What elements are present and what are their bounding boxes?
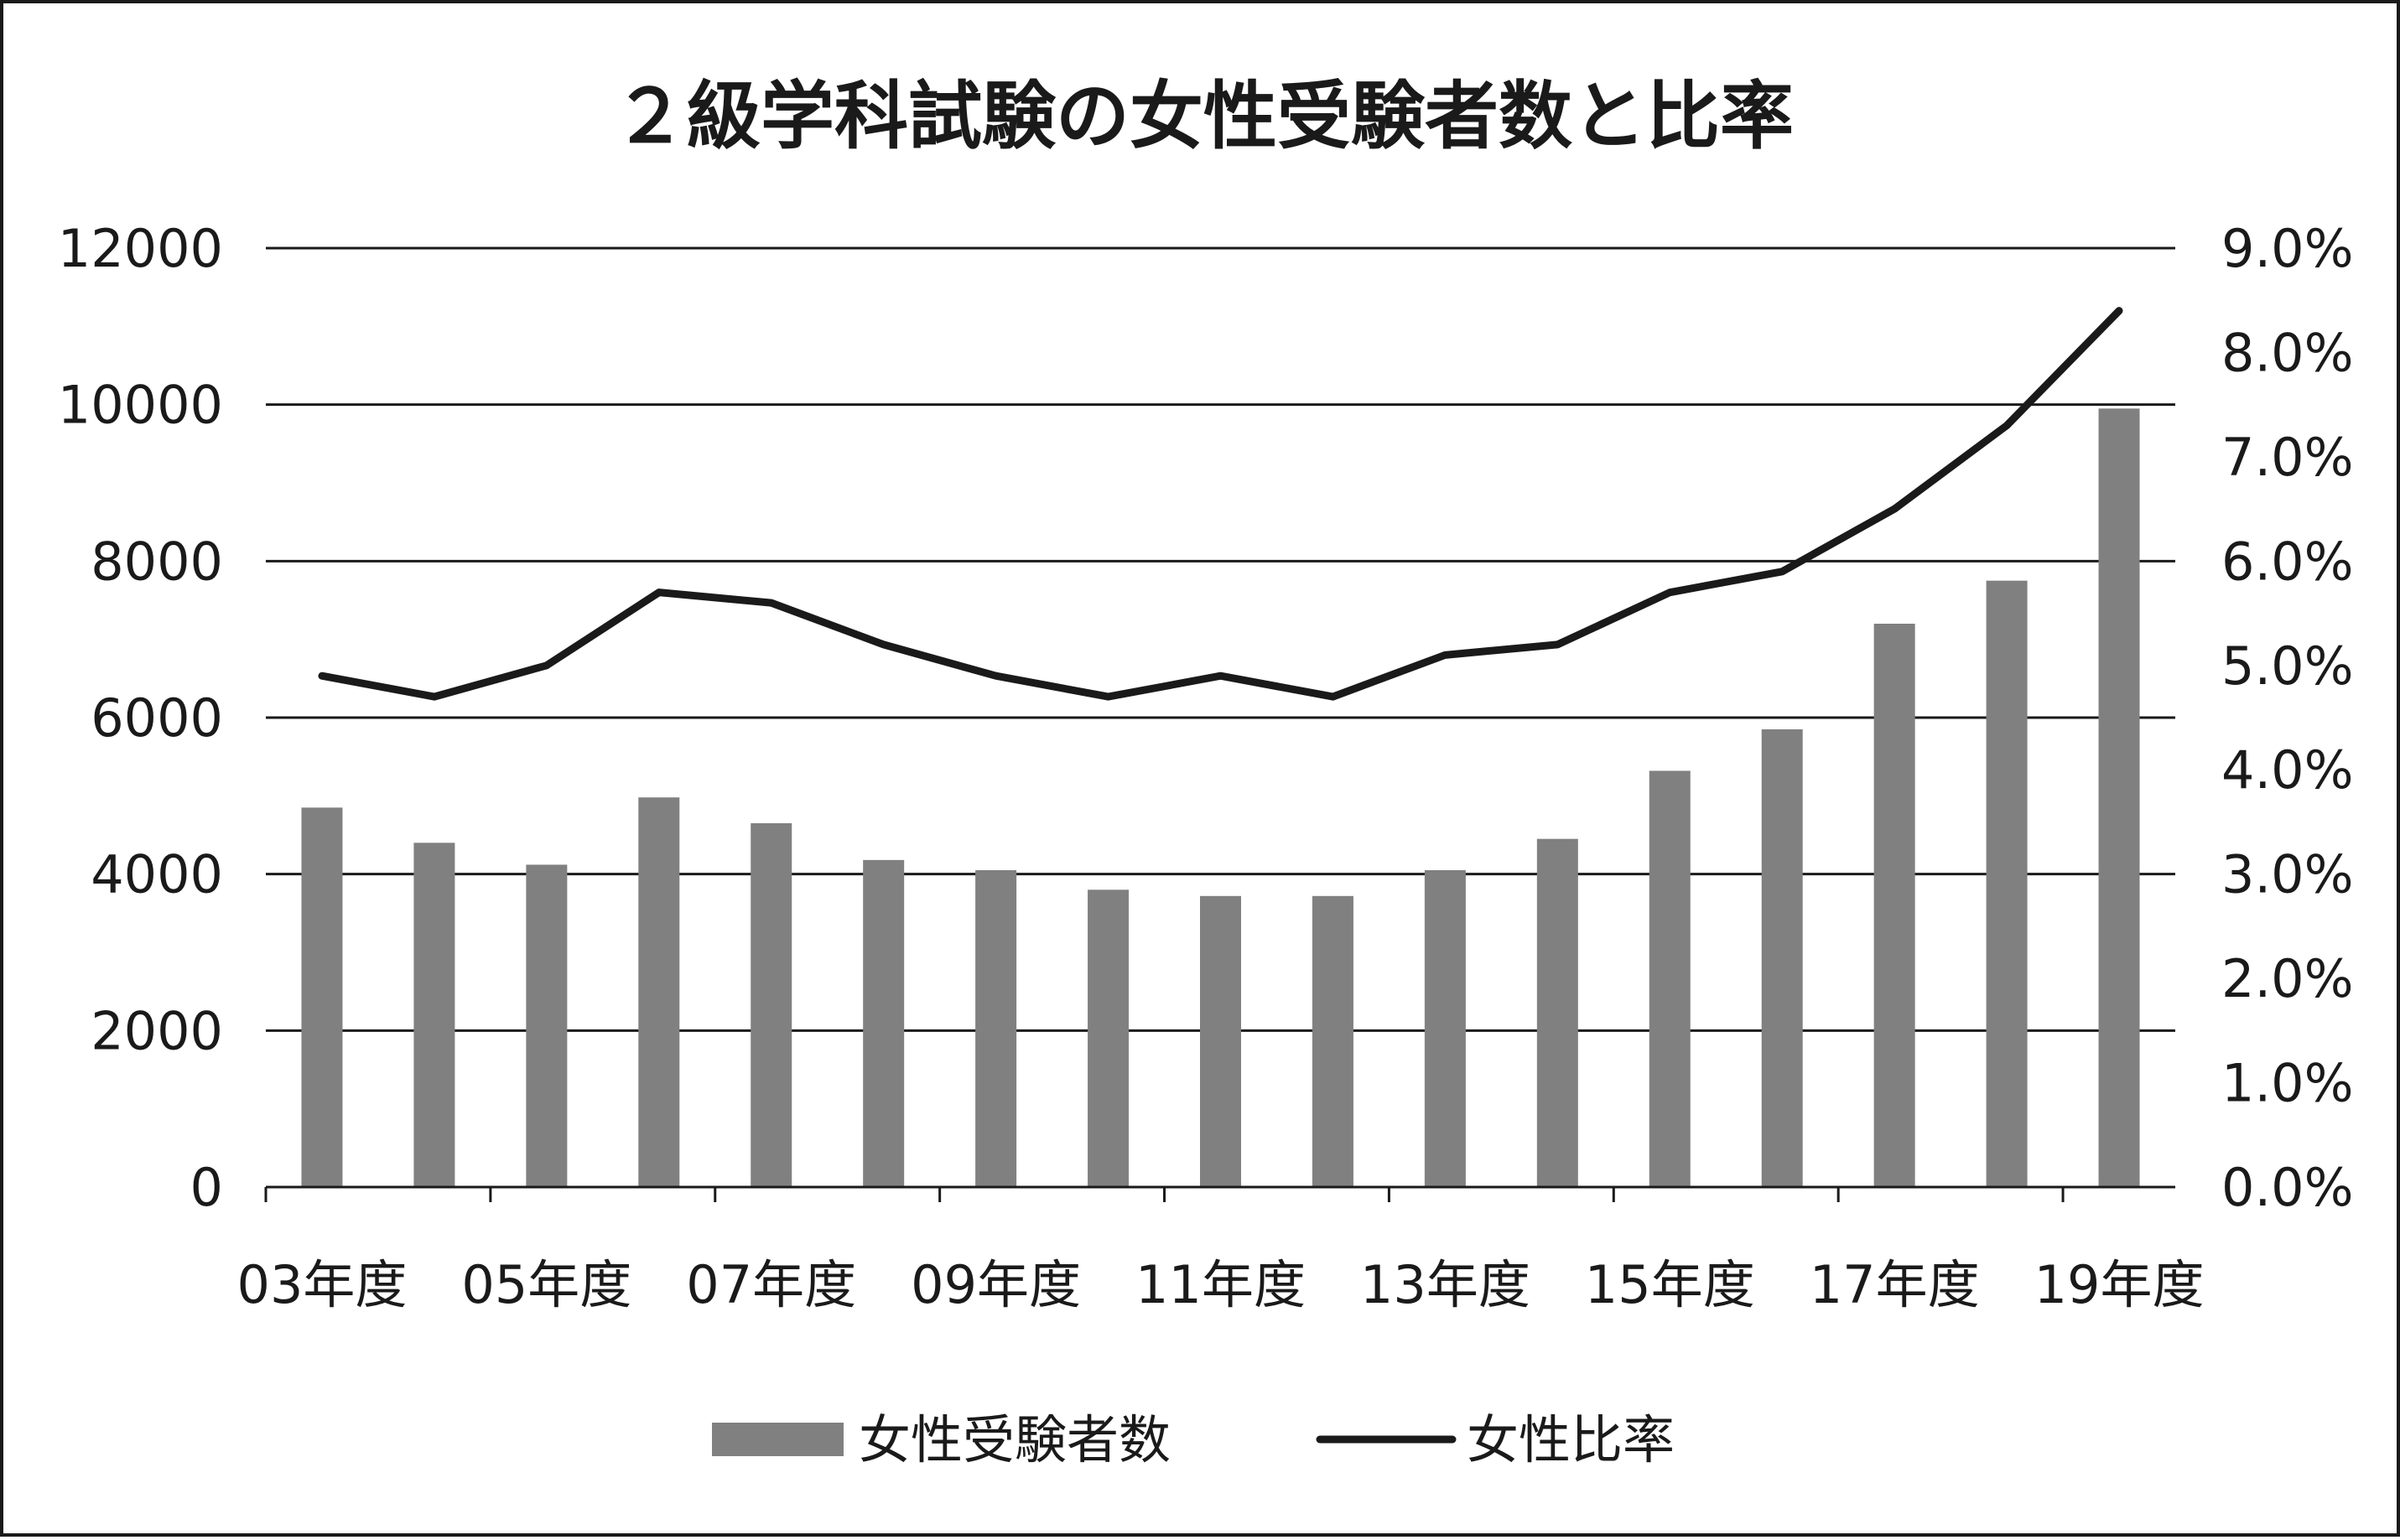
y-tick-label: 10000 <box>58 375 223 436</box>
legend-label-line: 女性比率 <box>1467 1409 1675 1470</box>
bar-05年度 <box>526 864 567 1187</box>
y2-tick-label: 3.0% <box>2221 844 2354 905</box>
x-tick-label: 17年度 <box>1810 1254 1980 1315</box>
y-tick-label: 2000 <box>91 1000 223 1061</box>
y-tick-label: 4000 <box>91 844 223 905</box>
combo-chart: ２級学科試験の女性受験者数と比率 0 2000 4000 6000 8000 10000 1… <box>3 3 2400 1540</box>
chart-title: ２級学科試験の女性受験者数と比率 <box>613 73 1794 159</box>
bar-10年度 <box>1088 889 1129 1187</box>
bar-17年度 <box>1874 624 1915 1187</box>
y-axis-tick-labels: 0 2000 4000 6000 8000 10000 12000 <box>58 218 223 1218</box>
y-tick-label: 12000 <box>58 218 223 279</box>
bar-06年度 <box>638 797 679 1187</box>
x-tick-label: 13年度 <box>1360 1254 1530 1315</box>
line-series <box>322 311 2119 697</box>
legend: 女性受験者数 女性比率 <box>712 1409 1675 1470</box>
y2-tick-label: 1.0% <box>2221 1053 2354 1114</box>
x-tick-label: 03年度 <box>237 1254 408 1315</box>
y2-tick-label: 2.0% <box>2221 948 2354 1009</box>
bar-14年度 <box>1537 839 1578 1187</box>
bar-16年度 <box>1762 729 1803 1187</box>
bar-13年度 <box>1425 870 1466 1187</box>
y2-tick-label: 7.0% <box>2221 427 2354 488</box>
bar-03年度 <box>301 807 342 1187</box>
bar-19年度 <box>2099 408 2140 1187</box>
y-tick-label: 6000 <box>91 687 223 749</box>
x-tick-label: 15年度 <box>1585 1254 1755 1315</box>
x-tick-label: 19年度 <box>2034 1254 2205 1315</box>
x-tick-label: 05年度 <box>461 1254 631 1315</box>
legend-label-bar: 女性受験者数 <box>859 1409 1171 1470</box>
bar-15年度 <box>1649 770 1691 1187</box>
axes <box>266 1187 2175 1202</box>
x-tick-label: 07年度 <box>686 1254 856 1315</box>
y2-tick-label: 9.0% <box>2221 218 2354 279</box>
y2-axis-tick-labels: 0.0% 1.0% 2.0% 3.0% 4.0% 5.0% 6.0% 7.0% 8.0% 9.0% <box>2221 218 2354 1218</box>
x-tick-label: 09年度 <box>911 1254 1081 1315</box>
line-series-path <box>322 311 2119 697</box>
y-tick-label: 8000 <box>91 531 223 592</box>
bar-04年度 <box>413 843 455 1187</box>
bar-07年度 <box>751 823 792 1187</box>
legend-swatch-bar <box>712 1423 844 1456</box>
bar-18年度 <box>1987 581 2028 1187</box>
bar-11年度 <box>1200 896 1241 1187</box>
bar-12年度 <box>1312 896 1353 1187</box>
y2-tick-label: 6.0% <box>2221 531 2354 592</box>
y2-tick-label: 8.0% <box>2221 322 2354 383</box>
bar-09年度 <box>975 870 1016 1187</box>
x-tick-label: 11年度 <box>1135 1254 1306 1315</box>
y2-tick-label: 0.0% <box>2221 1157 2354 1218</box>
y2-tick-label: 5.0% <box>2221 635 2354 697</box>
y2-tick-label: 4.0% <box>2221 739 2354 801</box>
x-axis-tick-labels: 03年度 05年度 07年度 09年度 11年度 13年度 15年度 17年度 19年度 <box>237 1254 2205 1315</box>
bar-08年度 <box>863 860 904 1187</box>
y-tick-label: 0 <box>190 1157 223 1218</box>
